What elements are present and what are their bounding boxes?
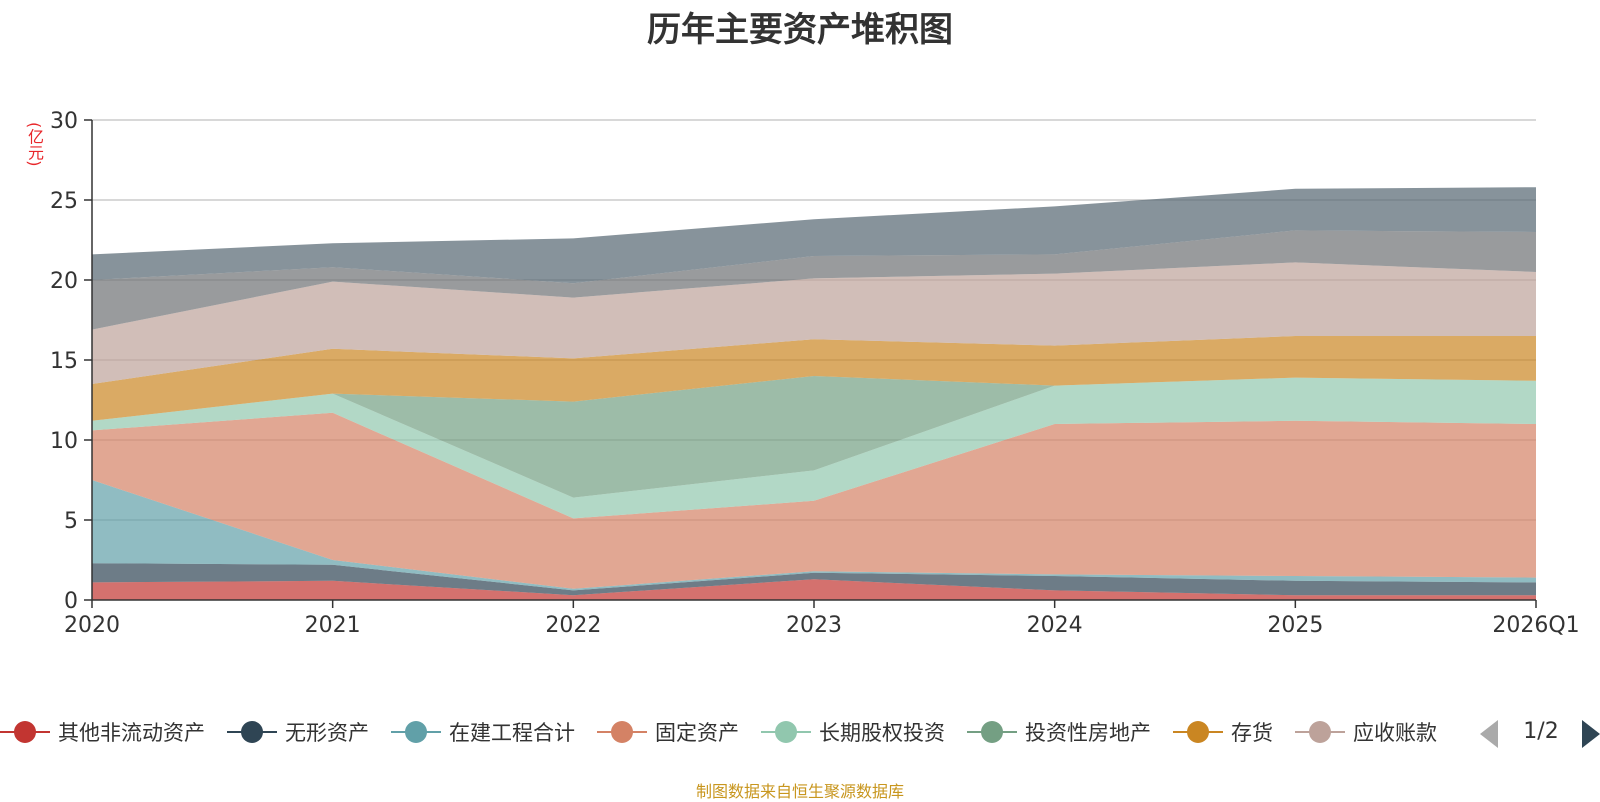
legend-item[interactable]: 应收账款 [1295,716,1437,748]
area-series-2[interactable] [92,563,1536,596]
legend-marker-icon [597,720,647,744]
legend-marker-dot [241,721,263,743]
area-series-5[interactable] [92,377,1536,519]
legend-label: 存货 [1231,721,1273,745]
legend-marker-dot [405,721,427,743]
legend-label: 长期股权投资 [819,721,945,745]
area-series-10[interactable] [92,187,1536,284]
legend: 其他非流动资产 无形资产 在建工程合计 固定资产 长期股权投资 投资性房地产 存货 应收账款 [0,716,1470,748]
legend-prev-page-icon[interactable] [1480,720,1498,748]
legend-item[interactable]: 其他非流动资产 [0,716,205,748]
y-axis-unit-label: (亿元) [25,122,44,167]
x-tick-label: 2024 [1027,613,1083,638]
legend-marker-dot [775,721,797,743]
legend-marker-icon [967,720,1017,744]
x-tick-label: 2026Q1 [1492,613,1579,638]
legend-marker-icon [1295,720,1345,744]
legend-page-indicator: 1/2 [1523,719,1559,744]
legend-pager: 1/2 [1470,716,1600,748]
x-tick-label: 2022 [545,613,601,638]
area-series-7[interactable] [92,336,1536,421]
area-series-8[interactable] [92,262,1536,384]
legend-marker-icon [0,720,50,744]
y-tick-label: 25 [50,189,78,214]
legend-item[interactable]: 无形资产 [227,716,369,748]
legend-marker-dot [611,721,633,743]
area-series-6[interactable] [92,376,1536,498]
area-series-1[interactable] [92,579,1536,600]
legend-marker-icon [227,720,277,744]
legend-label: 应收账款 [1353,721,1437,745]
legend-marker-dot [981,721,1003,743]
y-tick-label: 20 [50,269,78,294]
y-tick-label: 10 [50,429,78,454]
area-series-9[interactable] [92,230,1536,330]
legend-label: 其他非流动资产 [58,721,205,745]
legend-next-page-icon[interactable] [1582,720,1600,748]
legend-item[interactable]: 固定资产 [597,716,739,748]
chart-title: 历年主要资产堆积图 [647,10,953,50]
legend-marker-icon [1173,720,1223,744]
legend-item[interactable]: 投资性房地产 [967,716,1151,748]
legend-label: 固定资产 [655,721,739,745]
y-tick-label: 0 [64,589,78,614]
x-tick-label: 2025 [1267,613,1323,638]
legend-item[interactable]: 存货 [1173,716,1273,748]
legend-marker-dot [14,721,36,743]
source-note: 制图数据来自恒生聚源数据库 [695,782,904,801]
area-series-group [92,187,1536,600]
legend-label: 投资性房地产 [1025,721,1151,745]
legend-item[interactable]: 长期股权投资 [761,716,945,748]
y-tick-label: 15 [50,349,78,374]
legend-marker-dot [1187,721,1209,743]
legend-marker-dot [1309,721,1331,743]
legend-item[interactable]: 在建工程合计 [391,716,575,748]
y-tick-label: 30 [50,109,78,134]
legend-label: 在建工程合计 [449,721,575,745]
x-tick-label: 2020 [64,613,120,638]
x-tick-label: 2021 [305,613,361,638]
y-tick-label: 5 [64,509,78,534]
legend-marker-icon [761,720,811,744]
area-series-3[interactable] [92,480,1536,591]
legend-marker-icon [391,720,441,744]
x-tick-label: 2023 [786,613,842,638]
legend-label: 无形资产 [285,721,369,745]
